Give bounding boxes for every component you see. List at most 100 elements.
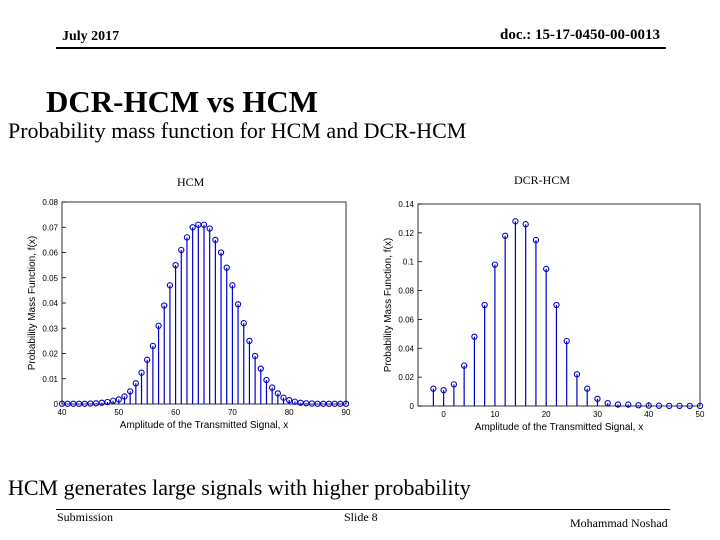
stem-marker xyxy=(127,388,134,395)
stem-marker xyxy=(522,221,529,228)
stem-marker xyxy=(257,365,264,372)
stem-marker xyxy=(240,320,247,327)
stem-marker xyxy=(161,302,168,309)
stem-marker xyxy=(655,402,663,409)
stem-marker xyxy=(291,398,299,405)
y-tick-label: 0.08 xyxy=(42,198,58,207)
stem-marker xyxy=(212,236,219,244)
y-axis-label: Probability Mass Function, f(x) xyxy=(27,236,38,371)
x-tick-label: 40 xyxy=(644,410,653,419)
x-tick-label: 40 xyxy=(58,408,67,417)
chart-label-dcr-hcm: DCR-HCM xyxy=(514,173,571,187)
footer-slide-number: Slide 8 xyxy=(344,510,378,524)
stem-marker xyxy=(573,371,581,378)
stem-marker xyxy=(115,396,122,403)
stem-marker xyxy=(491,261,499,268)
stem-marker xyxy=(471,333,478,340)
stem-marker xyxy=(450,381,458,388)
y-tick-label: 0.12 xyxy=(398,229,414,238)
y-tick-label: 0.04 xyxy=(42,299,58,308)
stem-marker xyxy=(481,301,488,309)
conclusion-text: HCM generates large signals with higher … xyxy=(8,475,471,500)
stem-marker xyxy=(200,221,208,228)
stem-marker xyxy=(594,395,601,402)
stem-marker xyxy=(189,224,196,231)
header-date: July 2017 xyxy=(62,29,120,44)
stem-marker xyxy=(563,337,570,345)
stem-marker xyxy=(109,397,117,404)
stem-marker xyxy=(138,369,145,376)
stem-marker xyxy=(645,402,652,409)
stem-marker xyxy=(543,265,550,273)
stem-marker xyxy=(155,322,162,329)
y-tick-label: 0.03 xyxy=(42,324,58,333)
y-tick-label: 0.1 xyxy=(403,258,415,267)
y-tick-label: 0.05 xyxy=(42,274,58,283)
stem-marker xyxy=(149,342,157,350)
stem-marker xyxy=(440,386,447,394)
stem-marker xyxy=(286,397,293,404)
y-tick-label: 0.06 xyxy=(398,315,414,324)
x-tick-label: 10 xyxy=(490,410,499,419)
y-tick-label: 0.04 xyxy=(398,344,414,353)
stem-marker xyxy=(132,380,139,387)
stem-marker xyxy=(614,401,622,408)
stem-marker xyxy=(183,234,191,241)
x-tick-label: 90 xyxy=(342,408,351,417)
stem-marker xyxy=(229,282,236,289)
y-tick-label: 0.07 xyxy=(42,223,58,232)
stem-marker xyxy=(263,376,270,384)
chart-label-hcm: HCM xyxy=(177,175,205,189)
y-tick-label: 0 xyxy=(410,402,415,411)
dcr-hcm-pmf-chart: 0 0.02 0.04 0.06 0.08 0.1 0.12 0.14 0 10 20 30 40 50 A… xyxy=(383,200,705,433)
hcm-pmf-chart: 0 0.01 0.02 0.03 0.04 0.05 0.06 0.07 0.08 40 50 60 7… xyxy=(27,198,351,431)
stem-marker xyxy=(342,400,350,407)
y-tick-label: 0 xyxy=(54,400,59,409)
stem-marker xyxy=(502,232,509,239)
stem-marker xyxy=(430,385,437,392)
stem-marker xyxy=(178,246,185,254)
x-tick-label: 70 xyxy=(228,408,237,417)
stem-marker xyxy=(696,402,704,410)
x-tick-label: 50 xyxy=(114,408,123,417)
stem-marker xyxy=(512,218,519,225)
stem-marker xyxy=(532,236,540,244)
stem-marker xyxy=(223,264,230,271)
stem-marker xyxy=(676,402,683,410)
x-tick-label: 80 xyxy=(285,408,294,417)
x-tick-label: 30 xyxy=(593,410,602,419)
stem-marker xyxy=(234,301,242,308)
footer-submission: Submission xyxy=(57,510,114,524)
stem-marker xyxy=(246,337,253,345)
stem-marker xyxy=(280,394,287,401)
x-tick-label: 20 xyxy=(542,410,551,419)
stem-marker xyxy=(144,356,151,363)
stem-marker xyxy=(98,399,105,406)
y-tick-label: 0.14 xyxy=(398,200,414,209)
slide-subtitle: Probability mass function for HCM and DC… xyxy=(8,118,467,143)
stem-marker xyxy=(217,249,225,256)
header-divider xyxy=(56,47,666,49)
stem-marker xyxy=(251,352,259,360)
y-tick-label: 0.08 xyxy=(398,287,414,296)
x-tick-label: 60 xyxy=(171,408,180,417)
stem-marker xyxy=(121,393,128,400)
x-axis-label: Amplitude of the Transmitted Signal, x xyxy=(475,422,643,433)
stem-marker xyxy=(460,362,468,369)
stem-marker xyxy=(686,402,693,410)
stem-marker xyxy=(297,399,304,406)
y-tick-label: 0.02 xyxy=(398,373,414,382)
stem-marker xyxy=(625,401,632,408)
stem-marker xyxy=(166,282,174,289)
stem-marker xyxy=(604,399,611,407)
y-axis-label: Probability Mass Function, f(x) xyxy=(383,238,394,373)
stem-marker xyxy=(274,390,281,397)
footer-author: Mohammad Noshad xyxy=(570,516,668,530)
x-tick-label: 50 xyxy=(696,410,705,419)
header-doc-id: doc.: 15-17-0450-00-0013 xyxy=(500,27,660,43)
slide-title: DCR-HCM vs HCM xyxy=(46,84,319,119)
footer-divider xyxy=(56,509,670,510)
y-tick-label: 0.02 xyxy=(42,350,58,359)
plot-frame xyxy=(417,203,701,407)
stem-marker xyxy=(553,301,560,309)
